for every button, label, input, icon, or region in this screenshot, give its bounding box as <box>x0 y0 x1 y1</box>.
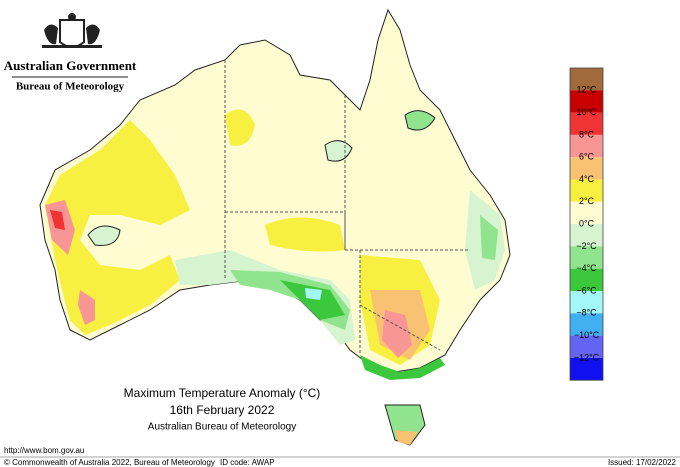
legend-swatch <box>570 246 603 269</box>
government-name: Australian Government <box>4 58 137 73</box>
legend-swatch <box>570 68 603 91</box>
footer-copyright: © Commonwealth of Australia 2022, Bureau… <box>4 458 215 467</box>
legend-label: 6°C <box>579 152 595 162</box>
legend: 12°C 10°C 8°C 6°C 4°C 2°C 0°C −2°C −4°C −6°C −8°C −… <box>569 67 604 381</box>
legend-label: −2°C <box>576 241 597 251</box>
footer-id: ID code: AWAP <box>220 458 275 467</box>
legend-swatch <box>570 179 603 202</box>
map-source: Australian Bureau of Meteorology <box>148 422 296 433</box>
map-title: Maximum Temperature Anomaly (°C) <box>124 386 321 400</box>
legend-label: 10°C <box>576 107 597 117</box>
legend-label: −4°C <box>576 263 597 273</box>
legend-label: 8°C <box>579 129 595 139</box>
legend-label: 2°C <box>579 196 595 206</box>
legend-swatch <box>570 224 603 247</box>
agency-name: Bureau of Meteorology <box>16 81 125 93</box>
map-date: 16th February 2022 <box>170 403 275 417</box>
legend-swatch <box>570 201 603 225</box>
legend-swatch <box>570 268 603 291</box>
legend-swatch <box>570 112 603 135</box>
legend-label: −12°C <box>574 352 600 362</box>
legend-swatch <box>570 90 603 113</box>
footer-url: http://www.bom.gov.au <box>4 446 84 455</box>
footer-issued: Issued: 17/02/2022 <box>608 458 677 467</box>
legend-label: −8°C <box>576 308 597 318</box>
legend-label: 12°C <box>576 85 597 95</box>
legend-swatch <box>570 313 603 336</box>
legend-swatch <box>570 134 603 158</box>
legend-label: 0°C <box>579 218 595 228</box>
legend-swatch <box>570 335 603 358</box>
crest <box>42 13 102 48</box>
legend-label: −6°C <box>576 285 597 295</box>
legend-label: −10°C <box>574 330 600 340</box>
australia-map <box>39 8 511 446</box>
legend-label: 4°C <box>579 174 595 184</box>
legend-frame <box>569 67 604 381</box>
legend-swatch <box>570 357 603 381</box>
legend-swatch <box>570 157 603 180</box>
legend-swatch <box>570 291 603 314</box>
